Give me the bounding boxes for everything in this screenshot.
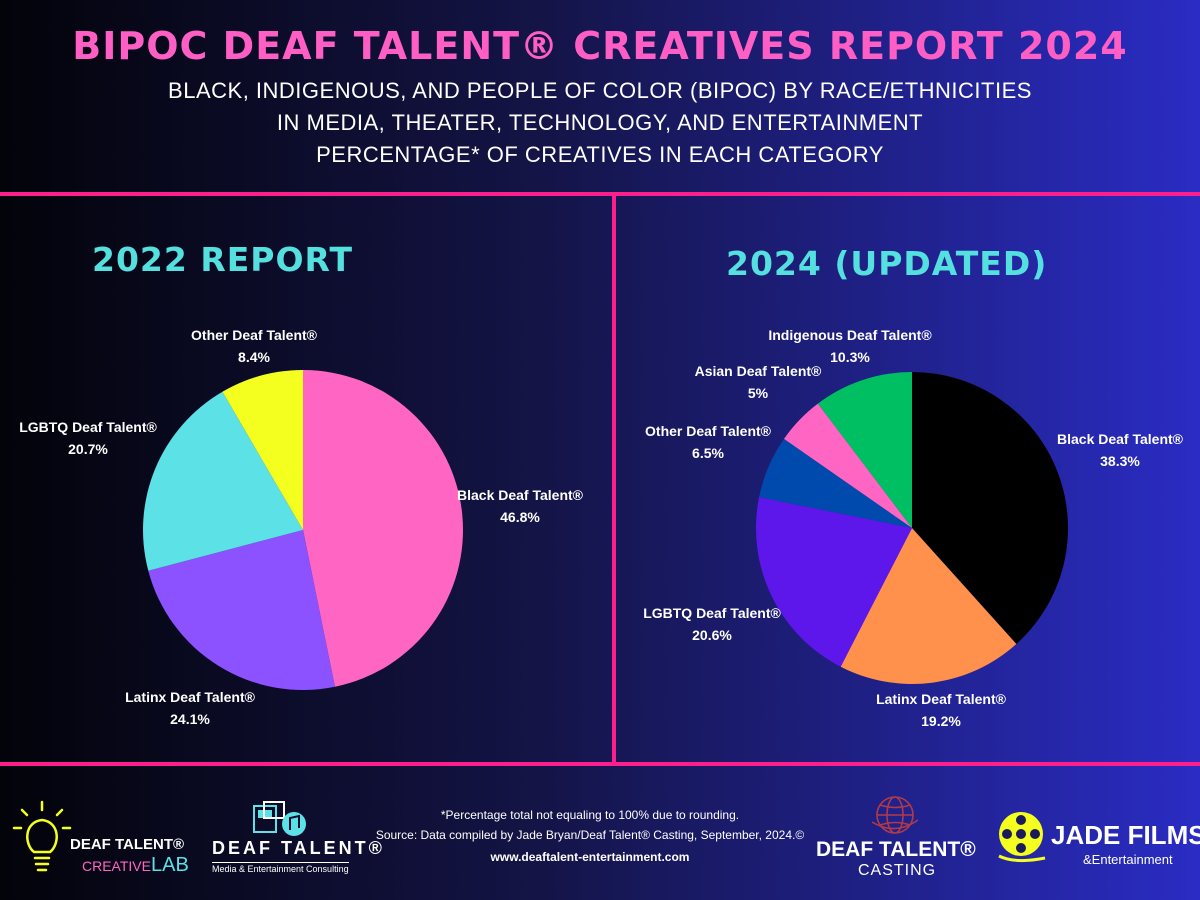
pie-chart-2022: Black Deaf Talent® 46.8% Latinx Deaf Talen… bbox=[19, 327, 583, 727]
logo-jade-films: JADE FILMS &Entertainment bbox=[995, 806, 1200, 876]
slice-label-2024-other-deaf-talent: Other Deaf Talent® bbox=[645, 423, 772, 439]
logo-consulting: DEAF TALENT® Media & Entertainment Consu… bbox=[210, 800, 382, 880]
pie-slice-2024-lgbtq-deaf-talent bbox=[756, 497, 912, 667]
slice-label-2022-latinx-deaf-talent: Latinx Deaf Talent® bbox=[125, 689, 256, 705]
creative-lab-line-1: DEAF TALENT® bbox=[70, 836, 185, 853]
slice-label-2022-lgbtq-deaf-talent: LGBTQ Deaf Talent® bbox=[19, 419, 157, 435]
lightbulb-icon bbox=[12, 800, 72, 872]
divider-bottom bbox=[0, 762, 1200, 766]
globe-film-icon bbox=[871, 796, 919, 834]
slice-value-2024-other-deaf-talent: 6.5% bbox=[692, 445, 724, 461]
slice-value-2024-asian-deaf-talent: 5% bbox=[748, 385, 769, 401]
divider-top bbox=[0, 192, 1200, 196]
footnote-website[interactable]: www.deaftalent-entertainment.com bbox=[490, 850, 690, 864]
pie-slice-2024-indigenous-deaf-talent bbox=[817, 372, 912, 528]
pie-slice-2024-latinx-deaf-talent bbox=[840, 528, 1017, 685]
pie-slice-2022-black-deaf-talent bbox=[303, 370, 463, 687]
slice-value-2024-black-deaf-talent: 38.3% bbox=[1100, 453, 1140, 469]
slice-label-2024-latinx-deaf-talent: Latinx Deaf Talent® bbox=[876, 691, 1007, 707]
pie-chart-2024: Black Deaf Talent® 38.3% Latinx Deaf Talen… bbox=[643, 327, 1183, 729]
slice-value-2022-lgbtq-deaf-talent: 20.7% bbox=[68, 441, 108, 457]
slice-label-2022-other-deaf-talent: Other Deaf Talent® bbox=[191, 327, 318, 343]
pie-slice-2022-latinx-deaf-talent bbox=[148, 530, 335, 690]
pie-slice-2022-other-deaf-talent bbox=[222, 370, 303, 530]
logo-casting: DEAF TALENT® CASTING bbox=[812, 790, 982, 885]
casting-line-1: DEAF TALENT® bbox=[816, 838, 976, 861]
consulting-line-1: DEAF TALENT® bbox=[212, 838, 385, 858]
creative-word: CREATIVE bbox=[82, 858, 151, 874]
slice-value-2024-latinx-deaf-talent: 19.2% bbox=[921, 713, 961, 729]
subtitle-line-2: IN MEDIA, THEATER, TECHNOLOGY, AND ENTER… bbox=[276, 110, 924, 135]
film-music-icon bbox=[253, 801, 306, 836]
slice-label-2024-black-deaf-talent: Black Deaf Talent® bbox=[1057, 431, 1184, 447]
pie-slice-2024-asian-deaf-talent bbox=[784, 403, 912, 528]
slice-label-2024-asian-deaf-talent: Asian Deaf Talent® bbox=[695, 363, 822, 379]
slice-value-2022-black-deaf-talent: 46.8% bbox=[500, 509, 540, 525]
creative-lab-line-2: CREATIVELAB bbox=[82, 854, 189, 877]
pie-slice-2024-other-deaf-talent bbox=[759, 438, 912, 528]
pie-slice-2024-black-deaf-talent bbox=[912, 372, 1068, 644]
film-reel-icon bbox=[998, 812, 1046, 863]
consulting-line-2: Media & Entertainment Consulting bbox=[212, 862, 349, 874]
jade-films-line-1: JADE FILMS bbox=[1051, 820, 1200, 850]
slice-value-2022-other-deaf-talent: 8.4% bbox=[238, 349, 270, 365]
slice-value-2024-indigenous-deaf-talent: 10.3% bbox=[830, 349, 870, 365]
divider-center bbox=[612, 194, 616, 764]
slice-value-2024-lgbtq-deaf-talent: 20.6% bbox=[692, 627, 732, 643]
subtitle-line-1: BLACK, INDIGENOUS, AND PEOPLE OF COLOR (… bbox=[168, 78, 1032, 103]
casting-line-2: CASTING bbox=[858, 862, 937, 879]
chart-2024-title: 2024 (UPDATED) bbox=[726, 244, 1048, 283]
slice-label-2022-black-deaf-talent: Black Deaf Talent® bbox=[457, 487, 584, 503]
pie-slice-2022-lgbtq-deaf-talent bbox=[143, 391, 303, 571]
subtitle-line-3: PERCENTAGE* OF CREATIVES IN EACH CATEGOR… bbox=[316, 142, 884, 167]
page-title: BIPOC DEAF TALENT® CREATIVES REPORT 2024 bbox=[72, 24, 1128, 68]
logo-creative-lab: DEAF TALENT® CREATIVELAB bbox=[12, 800, 202, 880]
footnote-source: Source: Data compiled by Jade Bryan/Deaf… bbox=[375, 828, 805, 842]
lab-word: LAB bbox=[150, 854, 189, 876]
chart-2022-title: 2022 REPORT bbox=[92, 240, 353, 279]
slice-label-2024-lgbtq-deaf-talent: LGBTQ Deaf Talent® bbox=[643, 605, 781, 621]
slice-value-2022-latinx-deaf-talent: 24.1% bbox=[170, 711, 210, 727]
footnote-rounding: *Percentage total not equaling to 100% d… bbox=[440, 808, 740, 822]
slice-label-2024-indigenous-deaf-talent: Indigenous Deaf Talent® bbox=[768, 327, 932, 343]
jade-films-line-2: &Entertainment bbox=[1083, 852, 1173, 867]
